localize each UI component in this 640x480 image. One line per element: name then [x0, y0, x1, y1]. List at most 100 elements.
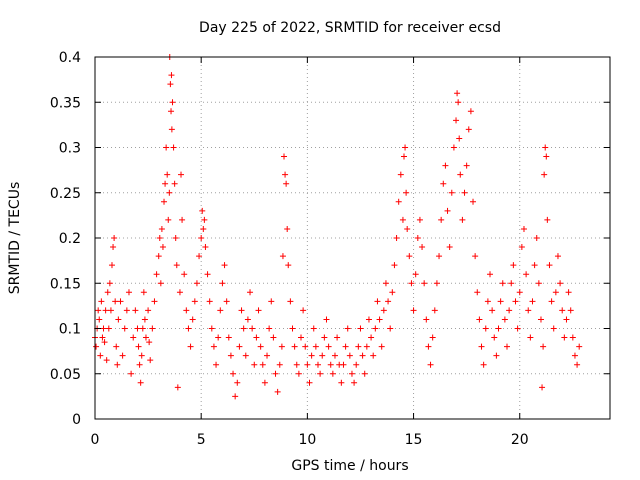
data-point [561, 334, 568, 341]
data-point [151, 298, 158, 305]
data-point [501, 316, 508, 323]
data-point [355, 343, 362, 350]
data-point [261, 379, 268, 386]
data-point [293, 361, 300, 368]
data-point [470, 198, 477, 205]
data-point [329, 370, 336, 377]
data-point [170, 144, 177, 151]
data-point [204, 271, 211, 278]
data-point [325, 343, 332, 350]
data-point [540, 343, 547, 350]
data-point [149, 325, 156, 332]
data-point [279, 253, 286, 260]
data-point [353, 361, 360, 368]
data-point [119, 352, 126, 359]
y-axis-label: SRMTID / TECUs [7, 182, 23, 295]
data-point [453, 117, 460, 124]
data-point [183, 307, 190, 314]
data-point [117, 298, 124, 305]
data-point [387, 325, 394, 332]
data-point [456, 135, 463, 142]
data-point [403, 189, 410, 196]
data-point [134, 325, 141, 332]
data-point [217, 307, 224, 314]
data-point [421, 280, 428, 287]
data-point [327, 361, 334, 368]
data-point [159, 244, 166, 251]
data-point [285, 262, 292, 269]
data-point [125, 289, 132, 296]
data-point [179, 216, 186, 223]
data-point [287, 298, 294, 305]
data-point [491, 334, 498, 341]
data-point [185, 325, 192, 332]
data-point [423, 316, 430, 323]
data-point [136, 361, 143, 368]
data-point [419, 244, 426, 251]
data-point [251, 361, 258, 368]
data-point [574, 361, 581, 368]
data-point [304, 361, 311, 368]
data-point [429, 334, 436, 341]
data-point [223, 298, 230, 305]
data-point [535, 280, 542, 287]
data-point [348, 370, 355, 377]
data-point [308, 352, 315, 359]
data-point [393, 235, 400, 241]
x-tick-label: 10 [298, 432, 316, 448]
data-point [416, 216, 423, 223]
data-point [319, 352, 326, 359]
x-tick-label: 20 [511, 432, 529, 448]
data-point [363, 343, 370, 350]
data-point [444, 207, 451, 214]
data-point [576, 343, 583, 350]
data-point [436, 253, 443, 260]
data-point [344, 325, 351, 332]
data-point [425, 343, 432, 350]
data-point [174, 384, 181, 391]
data-point [227, 352, 234, 359]
data-point [210, 343, 217, 350]
data-point [306, 379, 313, 386]
data-point [108, 262, 115, 269]
data-point [465, 126, 472, 133]
y-tick-label: 0.05 [50, 367, 81, 383]
data-point [495, 325, 502, 332]
data-point [198, 235, 205, 241]
data-point [342, 343, 349, 350]
y-tick-label: 0.15 [50, 276, 81, 292]
data-point [181, 271, 188, 278]
data-point [171, 180, 178, 187]
data-point [510, 262, 517, 269]
data-point [454, 90, 461, 97]
data-point [219, 280, 226, 287]
y-tick-label: 0.4 [59, 50, 81, 66]
data-point [512, 298, 519, 305]
data-point [457, 171, 464, 178]
data-point [389, 289, 396, 296]
data-point [474, 289, 481, 296]
data-point [446, 244, 453, 251]
y-tick-label: 0.1 [59, 322, 81, 338]
data-point [552, 289, 559, 296]
data-point [378, 343, 385, 350]
data-point [163, 144, 170, 151]
data-point [571, 352, 578, 359]
data-point [140, 289, 147, 296]
data-point [168, 108, 175, 115]
data-point [401, 153, 407, 160]
data-point [563, 316, 570, 323]
data-point [178, 171, 185, 178]
y-tick-label: 0.3 [59, 141, 81, 157]
data-point [546, 262, 553, 269]
data-point [499, 280, 506, 287]
data-point [567, 307, 574, 314]
data-point [289, 325, 296, 332]
data-point [259, 361, 266, 368]
data-point [240, 325, 247, 332]
data-point [467, 108, 474, 115]
data-point [542, 144, 549, 151]
data-point [291, 343, 298, 350]
data-point [268, 298, 275, 305]
